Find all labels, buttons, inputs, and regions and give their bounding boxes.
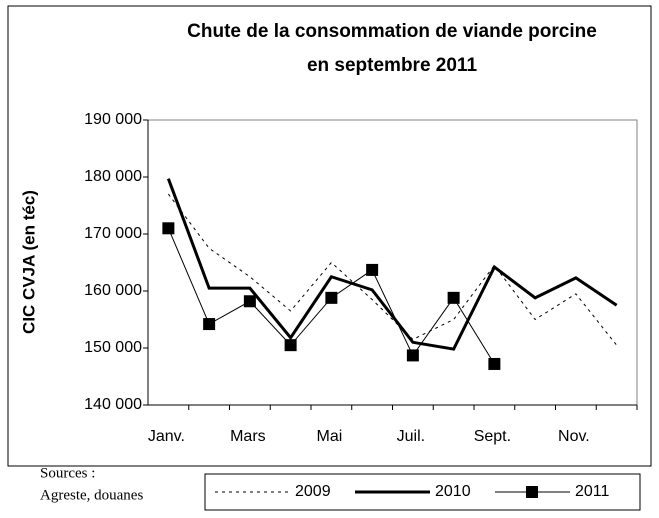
x-tick-label: Mai	[316, 428, 342, 445]
marker	[243, 295, 256, 308]
x-tick-label: Mars	[230, 428, 266, 445]
line-dotted	[167, 193, 618, 346]
plot-area	[147, 119, 638, 406]
y-tick-label: 190 000	[84, 111, 142, 128]
marker	[203, 318, 216, 331]
line-bold	[166, 178, 618, 351]
chart-title: Chute de la consommation de viande porci…	[187, 21, 597, 42]
marker	[488, 357, 501, 370]
y-tick-label: 160 000	[84, 282, 142, 299]
x-tick-label: Sept.	[474, 428, 511, 445]
note: Sources :	[40, 465, 95, 481]
note: Agreste, douanes	[40, 487, 143, 503]
marker	[284, 339, 297, 352]
legend-label: 2011	[575, 483, 610, 500]
y-tick-label: 140 000	[84, 396, 142, 413]
x-tick-label: Janv.	[148, 428, 185, 445]
x-tick-label: Nov.	[558, 428, 590, 445]
chart-border	[7, 5, 652, 467]
y-tick-label: 180 000	[84, 168, 142, 185]
marker	[406, 349, 419, 362]
legend-label: 2010	[435, 483, 471, 500]
y-axis-label: CIC CVJA (en téc)	[19, 190, 38, 334]
marker	[325, 291, 338, 304]
chart-title: en septembre 2011	[307, 55, 477, 76]
x-tick-label: Juil.	[397, 428, 425, 445]
y-tick-label: 150 000	[84, 339, 142, 356]
marker	[162, 222, 175, 235]
legend-label: 2009	[295, 483, 331, 500]
y-tick-label: 170 000	[84, 225, 142, 242]
marker	[526, 486, 538, 498]
marker	[366, 263, 379, 276]
marker	[447, 291, 460, 304]
